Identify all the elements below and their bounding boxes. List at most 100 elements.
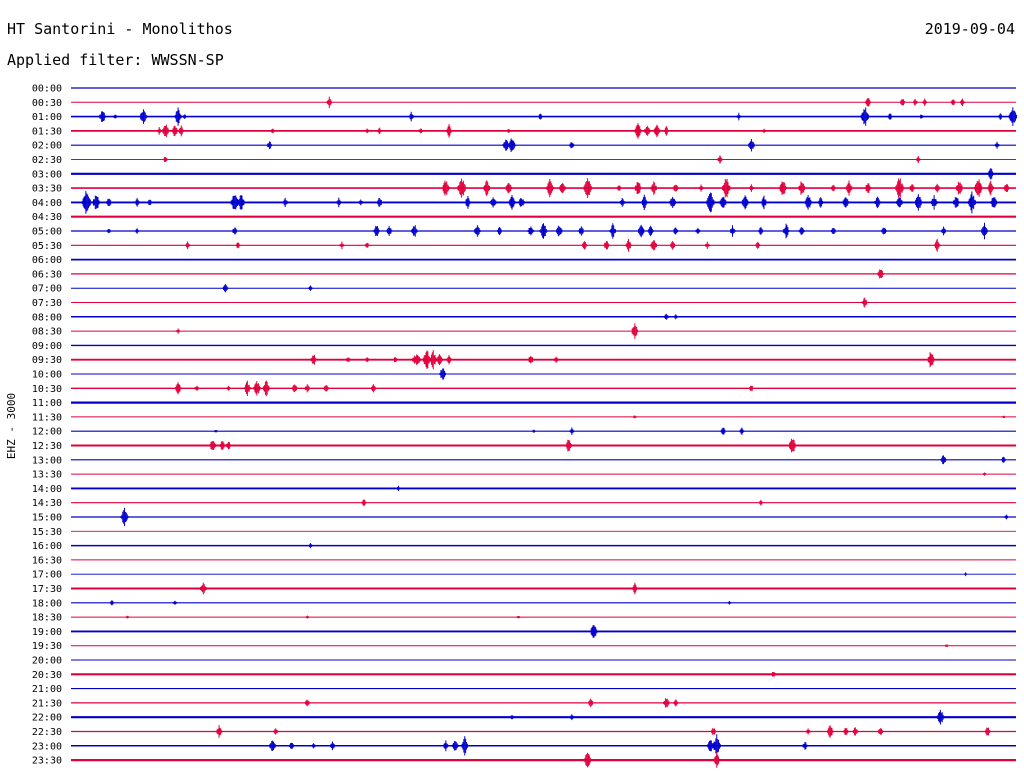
seismic-event — [960, 98, 965, 106]
seismic-event — [508, 194, 516, 210]
seismic-event — [235, 242, 241, 249]
seismic-event — [852, 727, 859, 736]
seismic-event — [1003, 184, 1010, 192]
seismic-event — [749, 184, 754, 192]
seismic-event — [273, 728, 279, 735]
seismic-event — [908, 184, 916, 192]
seismic-event — [861, 297, 868, 308]
seismic-event — [106, 228, 112, 234]
seismic-event — [711, 728, 716, 735]
seismic-event — [505, 182, 513, 194]
seismic-event — [644, 126, 651, 136]
seismic-event — [673, 699, 679, 707]
seismic-event — [673, 314, 679, 320]
seismic-event — [878, 728, 883, 735]
seismic-event — [895, 178, 904, 198]
seismic-event — [967, 191, 976, 214]
seismic-event — [987, 180, 994, 196]
seismic-event — [804, 195, 813, 210]
seismic-event — [940, 455, 947, 465]
seismic-event — [396, 485, 401, 492]
seismic-event — [483, 180, 490, 196]
seismic-event — [377, 127, 382, 135]
seismic-event — [963, 572, 968, 577]
seismic-event — [632, 415, 638, 419]
time-tick-label: 06:30 — [32, 269, 62, 280]
seismic-event — [452, 741, 459, 751]
time-tick-label: 08:30 — [32, 327, 62, 338]
seismic-event — [695, 227, 701, 235]
seismic-event — [782, 223, 790, 239]
seismic-event — [232, 227, 238, 235]
seismic-event — [209, 441, 216, 450]
seismic-event — [464, 196, 472, 209]
seismic-event — [105, 198, 112, 206]
seismic-event — [982, 472, 987, 476]
seismic-event — [147, 199, 153, 205]
seismic-event — [175, 328, 181, 334]
seismic-event — [194, 385, 200, 391]
seismic-event — [125, 615, 130, 619]
time-tick-label: 13:30 — [32, 470, 62, 481]
seismic-event — [418, 128, 423, 134]
seismic-event — [539, 223, 548, 239]
seismic-event — [669, 196, 676, 208]
seismic-event — [705, 241, 710, 249]
seismic-event — [673, 227, 679, 235]
seismic-event — [502, 139, 509, 151]
seismic-event — [650, 181, 657, 195]
seismic-event — [326, 96, 333, 109]
seismic-event — [860, 107, 869, 126]
seismic-event — [361, 499, 367, 507]
time-tick-label: 10:30 — [32, 384, 62, 395]
seismic-event — [174, 382, 182, 395]
seismic-event — [518, 198, 525, 207]
seismic-event — [707, 740, 714, 752]
seismic-event — [200, 582, 207, 595]
seismic-event — [926, 352, 936, 368]
seismic-event — [339, 241, 345, 250]
seismic-event — [222, 284, 229, 293]
time-tick-label: 01:00 — [32, 112, 62, 123]
seismic-event — [474, 225, 481, 237]
seismic-event — [930, 195, 938, 210]
time-tick-label: 12:00 — [32, 427, 62, 438]
seismic-event — [182, 114, 187, 119]
seismic-event — [1008, 107, 1017, 126]
seismic-event — [507, 138, 517, 152]
seismic-event — [139, 109, 148, 124]
seismic-event — [393, 357, 398, 363]
seismic-event — [1001, 415, 1006, 418]
seismic-event — [267, 141, 272, 150]
time-tick-label: 09:30 — [32, 355, 62, 366]
seismic-event — [583, 178, 592, 198]
seismic-event — [373, 226, 380, 236]
seismic-event — [134, 198, 140, 207]
time-tick-label: 03:00 — [32, 169, 62, 180]
time-tick-label: 19:00 — [32, 627, 62, 638]
seismic-event — [269, 740, 276, 751]
seismic-event — [950, 99, 956, 106]
seismic-event — [672, 184, 679, 192]
record-date: 2019-09-04 — [924, 20, 1015, 38]
seismic-event — [589, 624, 598, 638]
seismic-event — [304, 615, 310, 619]
seismic-event — [156, 127, 162, 135]
seismic-event — [371, 384, 376, 393]
seismic-event — [304, 384, 310, 393]
time-tick-label: 15:00 — [32, 513, 62, 524]
time-tick-label: 00:00 — [32, 84, 62, 95]
seismic-event — [748, 138, 755, 152]
time-tick-label: 01:30 — [32, 126, 62, 137]
seismic-event — [729, 225, 736, 237]
time-tick-label: 23:30 — [32, 756, 62, 767]
seismic-event — [569, 427, 575, 435]
seismic-event — [842, 197, 850, 208]
seismic-event — [900, 99, 905, 106]
seismic-event — [788, 438, 797, 453]
seismic-event — [736, 112, 742, 121]
seismic-event — [226, 386, 231, 391]
seismic-event — [237, 195, 246, 210]
seismic-event — [831, 185, 836, 192]
time-tick-label: 17:30 — [32, 584, 62, 595]
